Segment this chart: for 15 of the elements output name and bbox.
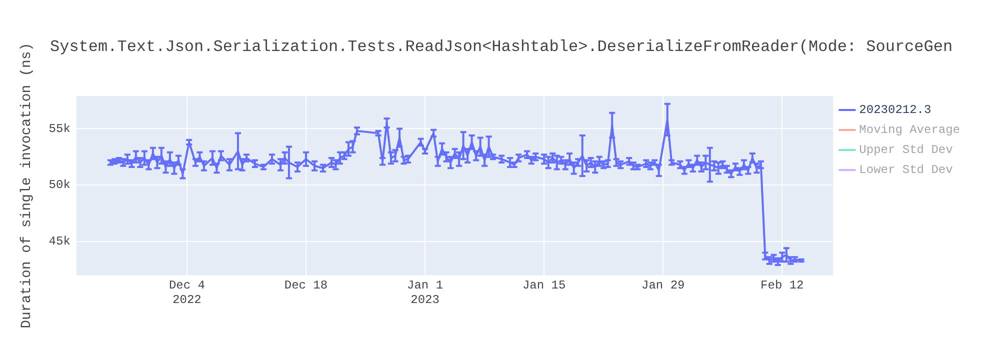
y-tick-label: 45k — [48, 234, 70, 249]
legend-label: 20230212.3 — [859, 103, 932, 118]
chart-title: System.Text.Json.Serialization.Tests.ReadJson<Hashtable>.DeserializeFromReader(Mode: SourceGen — [50, 38, 953, 56]
legend-label: Moving Average — [859, 123, 960, 138]
x-tick-label: Jan 29 — [642, 278, 685, 293]
x-tick-label: Jan 15 — [522, 278, 566, 293]
legend-label: Lower Std Dev — [859, 163, 953, 178]
x-tick-label: Dec 18 — [284, 278, 328, 293]
x-tick-label: Feb 12 — [760, 278, 804, 293]
y-tick-label: 55k — [48, 122, 70, 136]
x-tick-label: Dec 4 2022 — [168, 278, 205, 307]
y-tick-label: 50k — [48, 178, 70, 192]
legend-label: Upper Std Dev — [859, 143, 953, 158]
x-tick-label: Jan 1 2023 — [407, 278, 444, 307]
y-axis-title: Duration of single invocation (ns) — [19, 42, 36, 328]
